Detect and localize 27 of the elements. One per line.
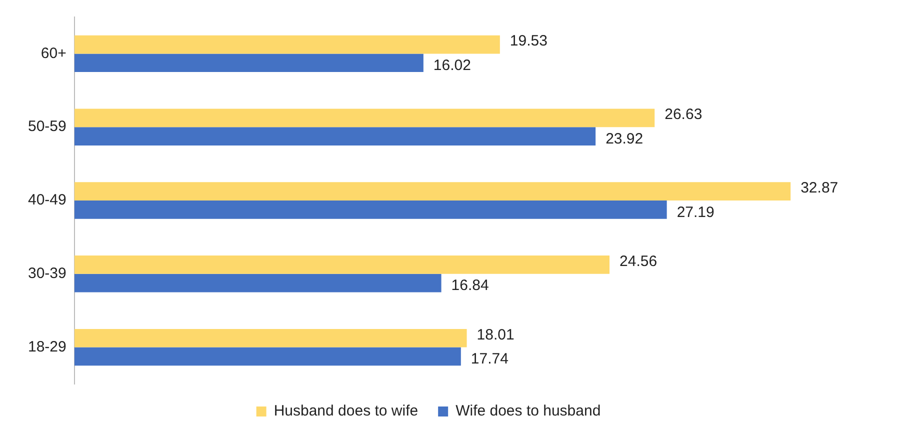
data-label: 19.53 xyxy=(510,32,548,50)
bar xyxy=(74,182,791,200)
bar xyxy=(74,35,500,54)
bar xyxy=(74,274,442,292)
y-tick-label: 60+ xyxy=(40,44,67,62)
data-label: 16.02 xyxy=(433,57,471,74)
bar xyxy=(74,200,667,219)
bar xyxy=(74,328,467,348)
y-tick-label: 40-49 xyxy=(28,192,66,209)
data-label: 32.87 xyxy=(800,179,838,196)
legend-label: Husband does to wife xyxy=(274,402,418,420)
data-label: 18.01 xyxy=(476,326,514,344)
y-tick-label: 50-59 xyxy=(28,118,66,136)
legend-label: Wife does to husband xyxy=(456,402,601,420)
y-tick-label: 18-29 xyxy=(28,338,66,356)
data-label: 16.84 xyxy=(451,277,489,294)
y-tick-label: 30-39 xyxy=(28,265,66,282)
data-label: 23.92 xyxy=(606,130,644,148)
bar xyxy=(74,54,424,72)
data-label: 17.74 xyxy=(470,350,508,368)
data-label: 24.56 xyxy=(620,252,658,270)
bar xyxy=(74,127,596,146)
data-label: 26.63 xyxy=(664,106,702,124)
bar xyxy=(74,256,610,274)
data-label: 27.19 xyxy=(676,204,714,221)
bar xyxy=(74,347,461,366)
bar xyxy=(74,108,655,128)
